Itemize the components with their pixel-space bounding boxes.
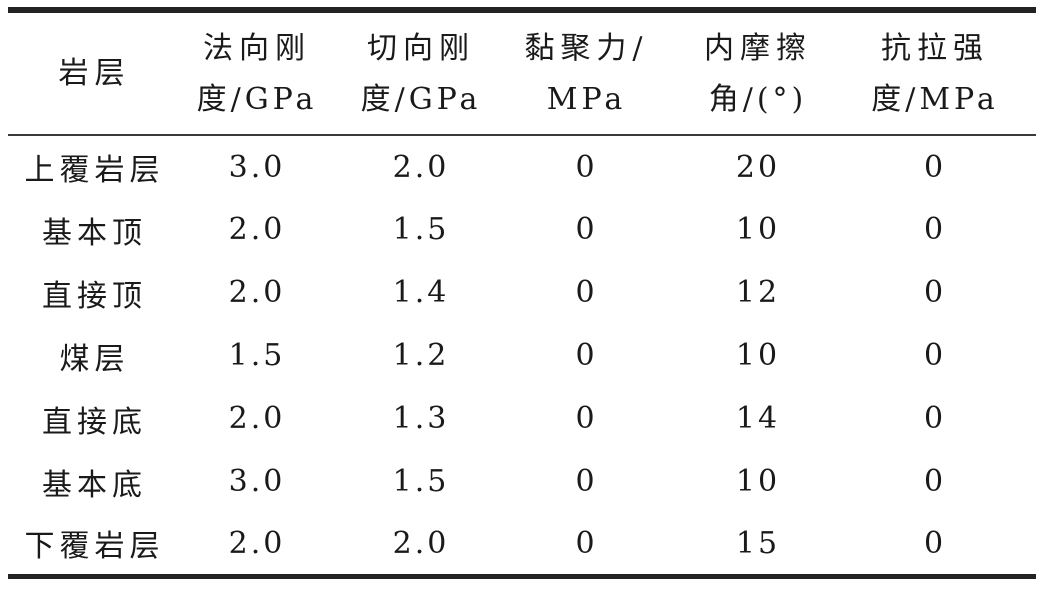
header-cell-shear-stiffness: 切向刚 度/GPa [339, 10, 503, 136]
value-cell: 12 [735, 275, 781, 310]
value-cell: 10 [735, 338, 781, 373]
value-cell: 2.0 [228, 275, 286, 310]
value-cell: 14 [735, 401, 781, 436]
value-cell: 1.3 [392, 401, 450, 436]
value-cell: 0 [923, 338, 947, 373]
value-cell: 10 [735, 464, 781, 499]
value-cell: 0 [575, 525, 598, 561]
value-cell: 0 [575, 464, 598, 499]
header-label-line2: 度/GPa [360, 81, 482, 117]
value-cell: 0 [923, 525, 947, 561]
value-cell: 10 [735, 212, 781, 247]
header-label-line2: 度/GPa [196, 81, 318, 117]
table-row-coal-seam: 煤层 1.5 1.2 0 10 0 [8, 324, 1036, 387]
header-label-line2: MPa [546, 81, 627, 117]
row-label: 直接底 [42, 404, 147, 440]
header-label-line2: 度/MPa [871, 81, 999, 117]
row-label: 下覆岩层 [24, 529, 165, 565]
row-label: 基本顶 [42, 215, 147, 251]
value-cell: 2.0 [392, 149, 450, 185]
value-cell: 2.0 [228, 401, 286, 436]
header-label-line2: 角/(°) [708, 81, 808, 117]
value-cell: 2.0 [228, 525, 286, 561]
header-label-line1: 内摩擦 [704, 30, 812, 66]
value-cell: 1.5 [228, 338, 286, 373]
table-row-immediate-roof: 直接顶 2.0 1.4 0 12 0 [8, 261, 1036, 324]
value-cell: 0 [923, 275, 947, 310]
value-cell: 20 [735, 149, 781, 185]
value-cell: 2.0 [228, 212, 286, 247]
header-row: 岩层 法向刚 度/GPa 切向刚 度/GPa 黏聚力/ MPa 内摩擦 角/(°… [8, 10, 1036, 136]
table-row-underlying-strata: 下覆岩层 2.0 2.0 0 15 0 [8, 513, 1036, 576]
value-cell: 0 [575, 401, 598, 436]
header-cell-rock-layer: 岩层 [8, 10, 175, 136]
table-row-main-floor: 基本底 3.0 1.5 0 10 0 [8, 450, 1036, 513]
row-label: 上覆岩层 [24, 153, 165, 188]
value-cell: 0 [575, 149, 598, 185]
value-cell: 0 [923, 401, 947, 436]
header-label-line1: 切向刚 [367, 30, 475, 66]
value-cell: 2.0 [392, 525, 450, 561]
table-row-main-roof: 基本顶 2.0 1.5 0 10 0 [8, 198, 1036, 261]
value-cell: 0 [923, 149, 947, 185]
table-row-overlying-strata: 上覆岩层 3.0 2.0 0 20 0 [8, 135, 1036, 198]
row-label: 煤层 [59, 341, 130, 377]
header-label: 岩层 [58, 56, 131, 91]
header-cell-friction-angle: 内摩擦 角/(°) [670, 10, 846, 136]
value-cell: 3.0 [228, 464, 286, 499]
header-label-line1: 抗拉强 [881, 30, 989, 66]
value-cell: 0 [575, 338, 598, 373]
value-cell: 1.2 [392, 338, 450, 373]
header-label-line1: 法向刚 [203, 30, 311, 66]
value-cell: 0 [923, 464, 947, 499]
value-cell: 1.4 [392, 275, 450, 310]
header-cell-tensile-strength: 抗拉强 度/MPa [846, 10, 1036, 136]
value-cell: 1.5 [392, 212, 450, 247]
table-row-immediate-floor: 直接底 2.0 1.3 0 14 0 [8, 387, 1036, 450]
value-cell: 1.5 [392, 464, 450, 499]
header-cell-normal-stiffness: 法向刚 度/GPa [175, 10, 339, 136]
rock-layer-properties-table: 岩层 法向刚 度/GPa 切向刚 度/GPa 黏聚力/ MPa 内摩擦 角/(°… [8, 7, 1036, 579]
value-cell: 15 [735, 525, 781, 561]
header-cell-cohesion: 黏聚力/ MPa [503, 10, 670, 136]
value-cell: 3.0 [228, 149, 286, 185]
row-label: 基本底 [42, 467, 147, 503]
value-cell: 0 [923, 212, 947, 247]
row-label: 直接顶 [42, 278, 147, 314]
value-cell: 0 [575, 212, 598, 247]
value-cell: 0 [575, 275, 598, 310]
header-label-line1: 黏聚力/ [524, 30, 649, 66]
